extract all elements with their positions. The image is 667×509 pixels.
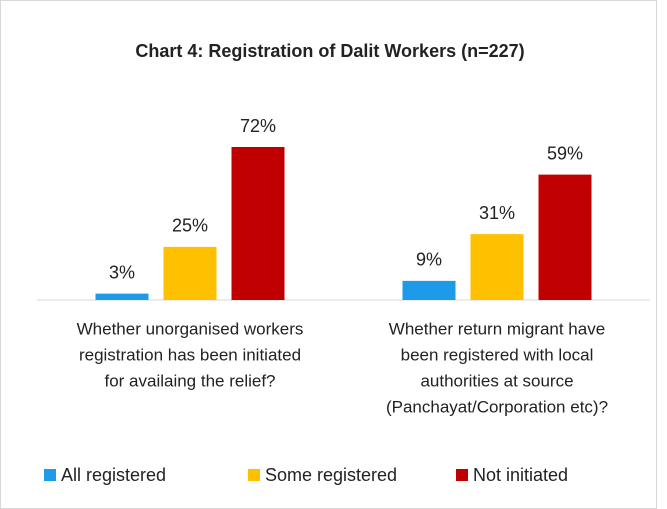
x-tick-label: for availaing the relief? xyxy=(104,371,275,390)
x-tick-label: Whether unorganised workers xyxy=(77,319,304,338)
value-label: 59% xyxy=(547,143,583,163)
bar xyxy=(163,246,217,300)
chart-title: Chart 4: Registration of Dalit Workers (… xyxy=(135,41,524,61)
legend-label: All registered xyxy=(61,465,166,485)
legend-swatch xyxy=(44,469,56,481)
legend-swatch xyxy=(456,469,468,481)
bar xyxy=(538,174,592,300)
value-label: 3% xyxy=(109,262,135,282)
legend-label: Not initiated xyxy=(473,465,568,485)
value-label: 31% xyxy=(479,203,515,223)
bar xyxy=(231,147,285,300)
bar xyxy=(95,293,149,300)
legend-swatch xyxy=(248,469,260,481)
x-tick-label: Whether return migrant have xyxy=(389,319,605,338)
value-label: 9% xyxy=(416,250,442,270)
bar xyxy=(470,234,524,300)
x-tick-label: authorities at source xyxy=(420,371,573,390)
bar xyxy=(402,280,456,300)
x-tick-label: registration has been initiated xyxy=(79,345,301,364)
x-tick-label: been registered with local xyxy=(401,345,594,364)
value-label: 25% xyxy=(172,216,208,236)
legend-label: Some registered xyxy=(265,465,397,485)
value-label: 72% xyxy=(240,116,276,136)
x-tick-label: (Panchayat/Corporation etc)? xyxy=(386,397,608,416)
